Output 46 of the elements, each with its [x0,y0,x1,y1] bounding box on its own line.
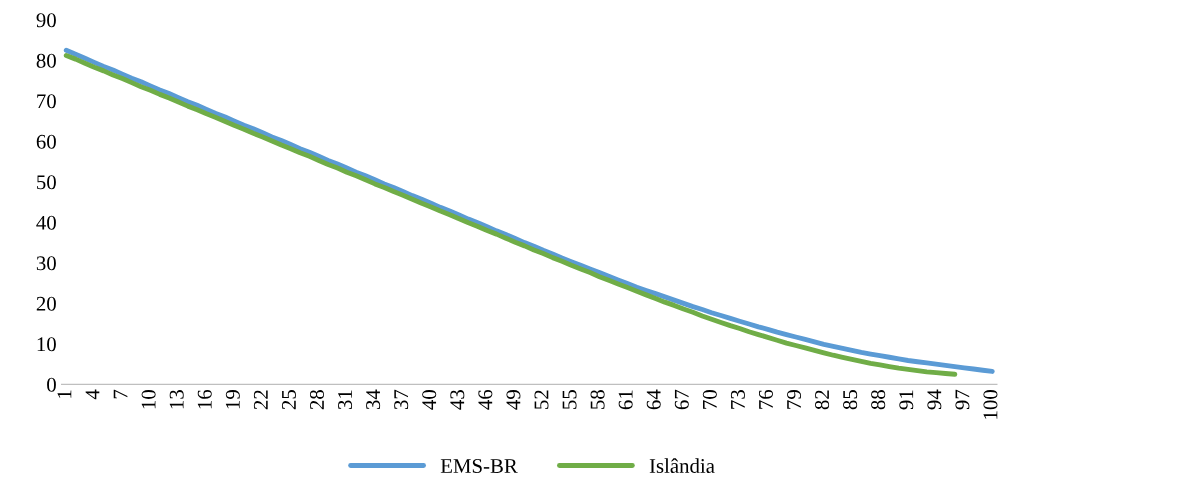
x-tick-label: 4 [85,389,100,400]
x-tick-label: 49 [506,390,521,410]
x-tick-label: 31 [338,390,353,410]
x-tick-label: 64 [646,389,661,410]
y-tick-label: 60 [36,134,56,149]
x-tick-label: 58 [590,390,605,409]
x-tick-label: 25 [281,390,296,410]
y-tick-label: 0 [47,377,56,392]
y-tick-label: 70 [37,94,56,109]
x-tick-label: 94 [927,389,942,410]
x-tick-label: 37 [394,389,409,410]
legend-label: Islândia [649,458,715,474]
y-tick-label: 50 [37,175,56,190]
y-tick-label: 20 [36,296,56,311]
y-tick-label: 80 [36,53,56,68]
x-tick-label: 40 [422,390,437,410]
y-tick-label: 10 [37,337,56,352]
x-tick-label: 70 [702,390,717,409]
x-tick-label: 52 [534,390,549,409]
x-tick-label: 67 [674,389,689,410]
x-tick-label: 43 [450,390,465,410]
y-tick-label: 90 [36,13,56,28]
x-tick-label: 88 [871,390,886,410]
x-tick-label: 46 [478,389,493,410]
x-tick-label: 13 [169,390,184,409]
x-tick-label: 82 [815,390,830,410]
x-tick-label: 7 [113,389,128,399]
x-tick-label: 16 [197,389,212,409]
x-tick-label: 1 [57,390,72,398]
x-tick-label: 34 [366,389,381,410]
x-tick-label: 97 [955,389,970,410]
x-tick-label: 79 [787,390,802,409]
legend-label: EMS-BR [440,459,518,474]
x-tick-label: 91 [899,390,914,410]
x-tick-label: 76 [758,389,773,409]
x-tick-label: 28 [309,390,325,410]
y-tick-label: 30 [36,256,56,271]
x-tick-label: 85 [843,390,858,410]
y-tick-label: 40 [36,215,56,230]
x-tick-label: 100 [983,390,998,419]
x-tick-label: 73 [730,390,745,409]
x-tick-label: 22 [253,390,268,410]
x-tick-label: 10 [141,390,156,409]
x-tick-label: 19 [225,390,240,409]
x-tick-label: 61 [618,390,633,410]
x-tick-label: 55 [562,390,577,409]
